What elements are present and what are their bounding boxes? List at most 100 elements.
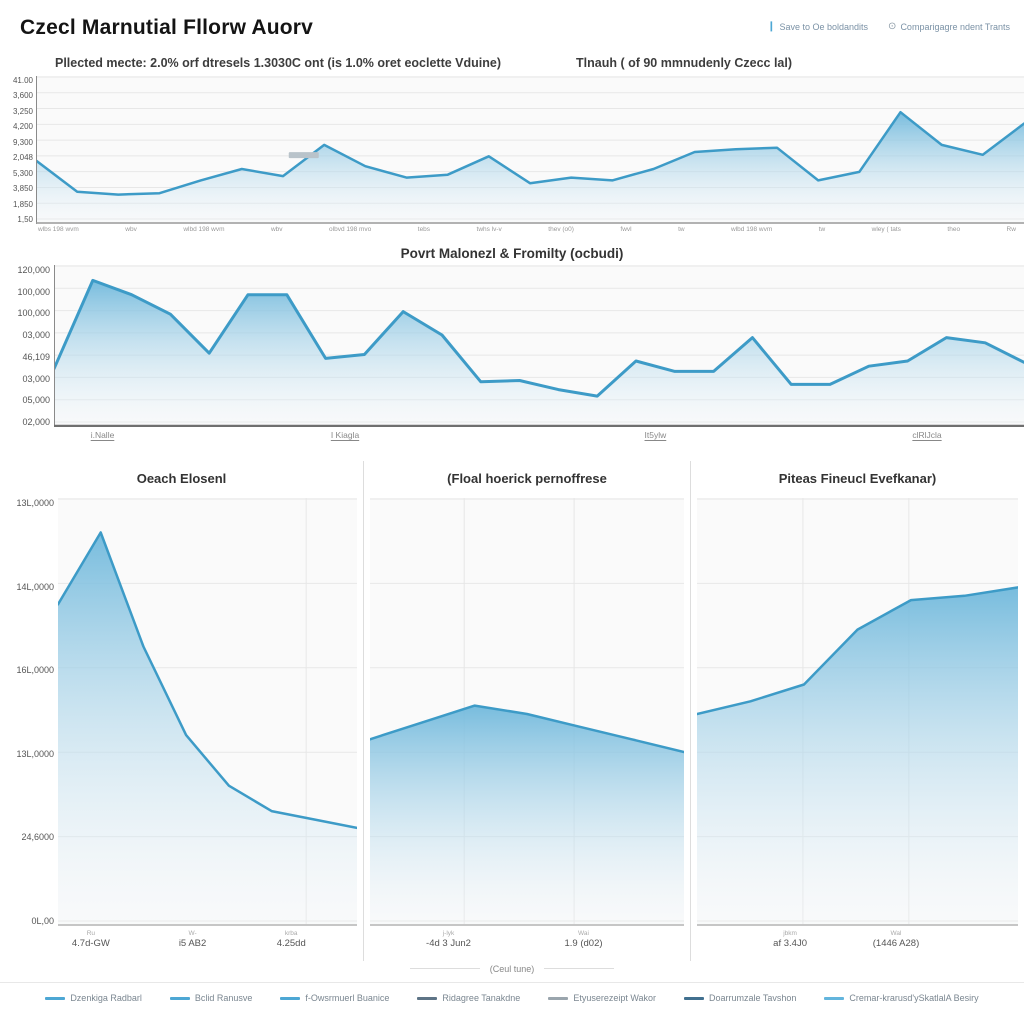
- y-axis-tick: 14L,0000: [16, 581, 54, 592]
- volume-y-axis: 120,000 100,000 100,000 03,000 46,109 03,000 0…: [0, 265, 54, 427]
- x-axis-tick: wlbd 198 wvm: [731, 226, 773, 233]
- legend-label: f-Owsrmuerl Buanice: [305, 993, 390, 1003]
- legend-swatch: [169, 996, 190, 1000]
- legend-label: Bclid Ranusve: [194, 993, 253, 1003]
- y-axis-tick: 1,50: [17, 214, 33, 224]
- compare-icon: ⊙: [888, 21, 897, 32]
- x-axis-label: W-i5 AB2: [178, 930, 207, 949]
- legend-label: Cremar-krarusd'ySkatlalA Besiry: [849, 993, 979, 1003]
- legend-item[interactable]: Bclid Ranusve: [169, 993, 253, 1003]
- y-axis-tick: 2,048: [12, 153, 33, 163]
- x-axis-label: Ru 4.7d-GW: [71, 930, 110, 949]
- y-axis-tick: 9,300: [12, 137, 33, 147]
- post-performance-card: (Floal hoerick pernoffrese j-lyk -4d 3 Ju…: [363, 461, 690, 961]
- save-to-dashboard-label: Save to Oe boldandits: [779, 22, 869, 32]
- legend-label: Etyuserezeipt Wakor: [573, 993, 657, 1003]
- growth-evaluation-card: Piteas Fineucl Evefkanar) jbkm af 3.4J0 Wa…: [690, 461, 1024, 961]
- reach-decay-area-chart: [58, 498, 357, 926]
- x-axis-label: Wai 1.9 (d02): [564, 930, 603, 949]
- legend-swatch: [548, 996, 569, 1000]
- activity-x-axis: wlbs 198 wvm wbv wlbd 198 wvm wbv olbvd 198 …: [36, 224, 1024, 239]
- x-axis-tick: tw: [818, 226, 826, 233]
- y-axis-tick: 4,200: [12, 122, 33, 132]
- x-axis-tick: thev (o0): [548, 226, 574, 233]
- legend-label: Ridagree Tanakdne: [442, 993, 521, 1003]
- y-axis-tick: 03,000: [22, 373, 50, 384]
- x-axis-tick: fwvl: [620, 226, 632, 233]
- page-header: Czecl Marnutial Fllorw Auorv ❙ Save to O…: [0, 0, 1024, 46]
- post-performance-area-chart: [370, 498, 684, 926]
- x-axis-tick: theo: [947, 226, 961, 233]
- x-axis-tick: wlbd 198 wvm: [183, 226, 225, 233]
- y-axis-tick: 3,250: [12, 106, 33, 116]
- reach-decay-title: Oeach Elosenl: [136, 471, 227, 486]
- y-axis-tick: 46,109: [22, 351, 50, 362]
- legend-item[interactable]: Ridagree Tanakdne: [417, 993, 520, 1003]
- x-axis-tick: olbvd 198 mvo: [329, 226, 372, 233]
- activity-chart-subtitles: Pllected mecte: 2.0% orf dtresels 1.3030…: [0, 46, 1024, 76]
- small-charts-row: Oeach Elosenl 13L,0000 14L,0000 16L,0000 13…: [0, 461, 1024, 961]
- save-to-dashboard-link[interactable]: ❙ Save to Oe boldandits: [767, 21, 869, 33]
- y-axis-tick: 05,000: [22, 395, 50, 406]
- volume-x-axis: i.Nalle I Kiagla It5ylw clRlJcla: [54, 427, 1024, 447]
- activity-area-chart: [36, 76, 1024, 224]
- activity-chart-block: 41.00 3,600 3,250 4,200 9,300 2,048 5,300 3,850…: [0, 76, 1024, 224]
- x-axis-tick: Rw: [1006, 226, 1016, 233]
- legend-swatch: [417, 996, 438, 1000]
- x-axis-label: krba 4.25dd: [276, 930, 306, 949]
- y-axis-tick: 100,000: [17, 286, 50, 297]
- legend-item[interactable]: Etyuserezeipt Wakor: [548, 993, 656, 1003]
- bookmark-icon: ❙: [767, 21, 776, 32]
- y-axis-tick: 100,000: [17, 308, 50, 319]
- activity-subtitle-left: Pllected mecte: 2.0% orf dtresels 1.3030…: [55, 56, 501, 70]
- x-axis-tick: wbv: [125, 226, 137, 233]
- chart-legend: Dzenkiga Radbarl Bclid Ranusve f-Owsrmuerl…: [0, 982, 1024, 1003]
- y-axis-tick: 13L,0000: [16, 748, 54, 759]
- legend-swatch: [280, 996, 301, 1000]
- reach-decay-card: Oeach Elosenl 13L,0000 14L,0000 16L,0000 13…: [0, 461, 363, 961]
- shared-x-axis-label: (Ceul tune): [0, 961, 1024, 976]
- y-axis-tick: 0L,00: [31, 915, 54, 926]
- y-axis-tick: 1,850: [12, 199, 33, 209]
- x-axis-label: j-lyk -4d 3 Jun2: [426, 930, 471, 949]
- growth-evaluation-area-chart: [697, 498, 1018, 926]
- page-title: Czecl Marnutial Fllorw Auorv: [20, 16, 314, 39]
- activity-subtitle-right: Tlnauh ( of 90 mmnudenly Czecc lal): [576, 56, 793, 70]
- y-axis-tick: 3,850: [12, 184, 33, 194]
- legend-swatch: [824, 996, 845, 1000]
- y-axis-tick: 02,000: [22, 416, 50, 427]
- post-performance-x-axis: j-lyk -4d 3 Jun2 Wai 1.9 (d02): [370, 928, 684, 961]
- volume-chart-title: Povrt Malonezl & Fromilty (ocbudi): [400, 246, 624, 261]
- x-axis-tick: wlbs 198 wvm: [38, 226, 79, 233]
- x-axis-tick-link[interactable]: It5ylw: [644, 430, 667, 440]
- legend-item[interactable]: Dzenkiga Radbarl: [45, 993, 142, 1003]
- x-axis-tick: wbv: [270, 226, 283, 233]
- x-axis-tick: tw: [678, 226, 685, 233]
- post-performance-title: (Floal hoerick pernoffrese: [447, 471, 607, 486]
- header-links: ❙ Save to Oe boldandits ⊙ Comparigagre n…: [767, 21, 1010, 33]
- y-axis-tick: 5,300: [12, 168, 33, 178]
- compare-trends-link[interactable]: ⊙ Comparigagre ndent Trants: [888, 21, 1010, 33]
- legend-swatch: [684, 996, 705, 1000]
- activity-y-axis: 41.00 3,600 3,250 4,200 9,300 2,048 5,300 3,850…: [0, 76, 36, 224]
- x-axis-tick-link[interactable]: i.Nalle: [90, 430, 115, 440]
- y-axis-tick: 13L,0000: [16, 498, 54, 508]
- reach-decay-y-axis: 13L,0000 14L,0000 16L,0000 13L,0000 24,6000 0…: [6, 498, 58, 926]
- x-axis-tick-link[interactable]: I Kiagla: [330, 430, 360, 440]
- compare-trends-label: Comparigagre ndent Trants: [900, 22, 1010, 32]
- x-axis-tick: tebs: [417, 226, 431, 233]
- legend-label: Doarrumzale Tavshon: [709, 993, 797, 1003]
- reach-decay-x-axis: Ru 4.7d-GW W-i5 AB2 krba 4.25dd: [58, 928, 357, 961]
- x-axis-tick-link[interactable]: clRlJcla: [912, 430, 942, 440]
- x-axis-label: jbkm af 3.4J0: [773, 930, 807, 949]
- legend-item[interactable]: Doarrumzale Tavshon: [684, 993, 796, 1003]
- legend-item[interactable]: f-Owsrmuerl Buanice: [280, 993, 389, 1003]
- legend-item[interactable]: Cremar-krarusd'ySkatlalA Besiry: [824, 993, 979, 1003]
- y-axis-tick: 16L,0000: [16, 665, 54, 676]
- y-axis-tick: 120,000: [17, 265, 50, 275]
- growth-evaluation-x-axis: jbkm af 3.4J0 Wal (1446 A28): [697, 928, 1018, 961]
- x-axis-label: Wal (1446 A28): [872, 930, 920, 949]
- x-axis-tick: wley ( tats: [871, 226, 901, 233]
- x-axis-tick: twhs lv-v: [476, 226, 502, 233]
- y-axis-tick: 24,6000: [21, 832, 54, 843]
